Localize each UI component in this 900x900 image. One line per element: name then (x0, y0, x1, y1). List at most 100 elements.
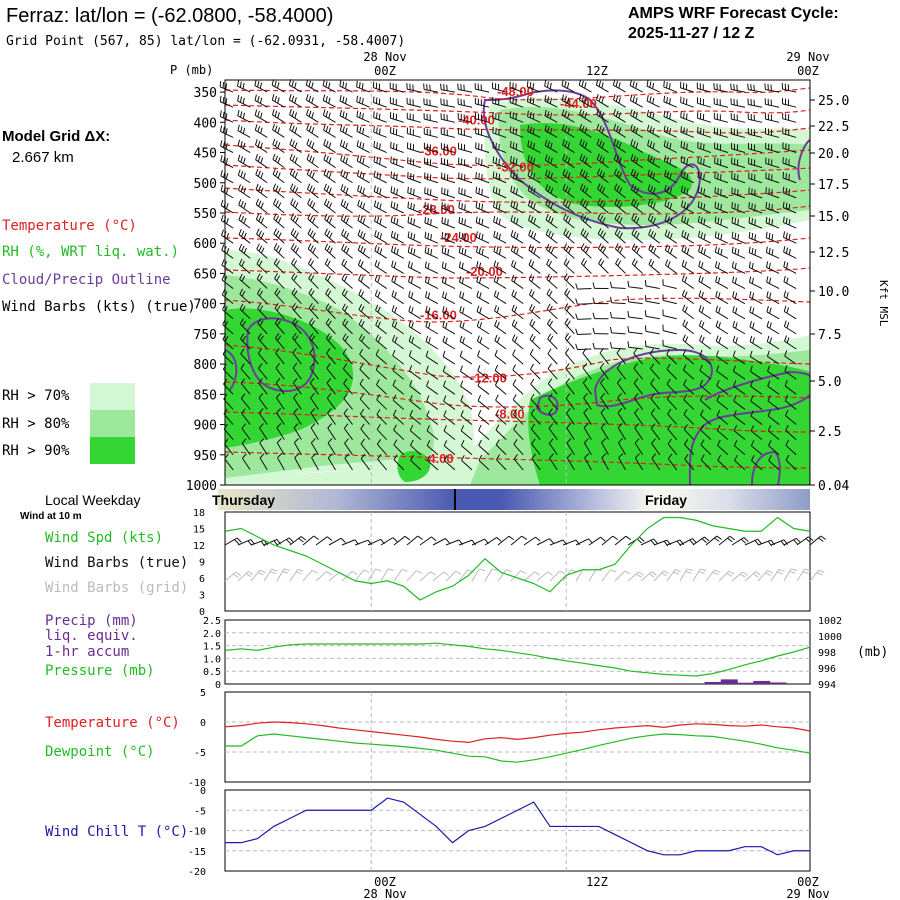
wind-barb-grid (731, 571, 744, 582)
wind-barb (582, 362, 588, 369)
wind-barb (629, 85, 643, 93)
pressure-tick-label: 994 (818, 680, 836, 691)
wind-barb (645, 300, 660, 305)
wind-barb (545, 174, 558, 184)
wind-barb (221, 220, 234, 229)
wind-barb (715, 340, 729, 350)
wind-barb (310, 245, 314, 252)
wind-barb (475, 231, 478, 238)
wind-barb (732, 281, 746, 289)
wind-barb (596, 123, 600, 130)
wind-barb (256, 218, 268, 229)
wind-barb (308, 308, 319, 320)
wind-barb (686, 218, 689, 225)
wind-barb (222, 348, 227, 355)
wind-barb (565, 378, 570, 384)
wind-barb (669, 232, 673, 239)
wind-barb (374, 289, 378, 296)
wind-barb (307, 243, 312, 249)
wind-barb (785, 187, 788, 194)
wind-barb-true (666, 539, 681, 546)
wind-barb (373, 185, 376, 192)
wind-barb (617, 423, 623, 429)
wind-barb (527, 125, 530, 132)
wind-barb (716, 380, 720, 387)
wind-barb (394, 321, 398, 328)
wind-barb-grid (393, 569, 403, 582)
wind-barb (223, 216, 227, 223)
wind-barb (407, 88, 421, 93)
wind-barb (783, 320, 787, 327)
wind-barb (681, 230, 684, 237)
pressure-tick-label: 750 (194, 328, 217, 343)
wind-barb (258, 378, 263, 384)
wind-barb (357, 220, 370, 229)
wind-barb (585, 232, 589, 239)
wind-barb (356, 130, 370, 138)
wind-barb-grid (455, 570, 462, 575)
wind-barb (649, 96, 652, 103)
wind-barb (784, 340, 797, 350)
wind-barb (614, 218, 626, 229)
pressure-tick-label: 500 (194, 177, 217, 192)
wind-barb (443, 440, 448, 446)
wind-barb (635, 97, 638, 104)
wind-barb (530, 171, 533, 178)
wind-barb (275, 230, 280, 237)
wind-barb (754, 249, 757, 256)
wind-barb-grid (740, 573, 746, 578)
wind-barb (596, 84, 609, 93)
wind-barb (410, 187, 412, 194)
wind-barb-true (692, 536, 705, 546)
wind-barb (748, 202, 750, 209)
wind-barb (532, 83, 535, 90)
wind-barb (630, 144, 643, 153)
wind-barb (340, 154, 343, 161)
wind-barb-grid (698, 571, 705, 574)
wind-barb-true (300, 536, 307, 541)
wind-barb (666, 171, 670, 178)
wind-barb-true (716, 535, 722, 540)
wind-barb (277, 172, 281, 179)
wind-barb-grid (328, 571, 341, 582)
wind-barb (699, 325, 712, 335)
wind-barb (344, 453, 350, 459)
wind-barb (459, 291, 462, 298)
wind-barb (478, 439, 482, 446)
wind-barb (409, 385, 422, 395)
wind-barb (748, 89, 763, 93)
wind-barb-true (809, 535, 822, 546)
wind-barb (223, 413, 234, 425)
wind-barb (509, 111, 512, 118)
wind-barb (698, 295, 712, 305)
wind-barb (597, 198, 601, 205)
wind-barb (342, 353, 353, 365)
wind-barb (716, 395, 720, 401)
wind-barb (717, 277, 721, 284)
wind-barb (307, 218, 319, 229)
wind-barb (527, 199, 531, 206)
wind-barb (566, 275, 570, 282)
wind-barb (530, 231, 534, 238)
wind-barb (529, 353, 541, 365)
wind-barb (430, 234, 433, 241)
wind-barb (737, 219, 739, 226)
wind-barb (259, 82, 263, 89)
wind-barb (341, 293, 353, 305)
wind-barb (652, 112, 655, 119)
wind-barb (635, 187, 639, 194)
wind-barb (575, 313, 578, 320)
wind-barb (259, 305, 264, 312)
wind-barb (616, 352, 626, 365)
wind-barb (340, 174, 353, 184)
wind-barb (567, 172, 571, 179)
wind-barb (647, 169, 651, 176)
wind-barb (684, 306, 688, 313)
wind-barb (751, 445, 763, 456)
wind-barb (566, 408, 571, 414)
wind-barb-grid (297, 568, 304, 572)
wind-barb (291, 317, 297, 324)
wind-barb (289, 144, 302, 153)
wind-barb (238, 214, 242, 221)
wind-barb-true (393, 535, 406, 546)
